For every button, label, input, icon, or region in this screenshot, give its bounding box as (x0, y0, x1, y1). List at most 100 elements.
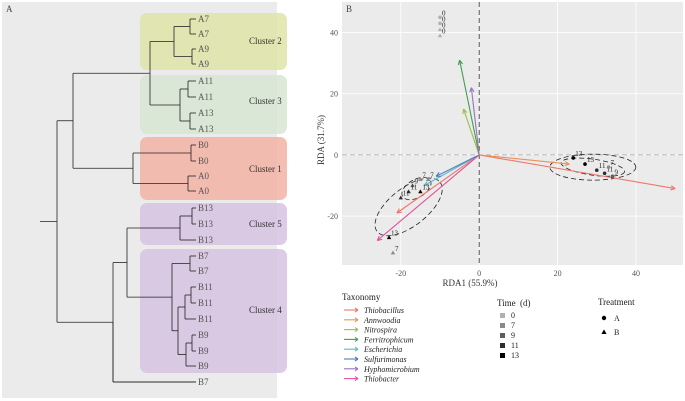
point-triangle (390, 250, 396, 255)
x-axis-title: RDA1 (55.9%) (443, 278, 498, 288)
leaf-label: A9 (198, 44, 209, 54)
leaf-label: B7 (198, 377, 209, 387)
cluster-label: Cluster 2 (249, 36, 282, 46)
treatment-legend: Treatment AB (598, 297, 635, 337)
arrow-shaft (470, 87, 480, 155)
taxonomy-legend-arrowhead (354, 336, 359, 342)
arrow-shaft (435, 154, 480, 177)
point-circle (583, 162, 587, 166)
taxonomy-legend: Taxonomy ThiobacillusAnnwoodiaNitrospira… (342, 292, 420, 384)
point-triangle (406, 189, 411, 194)
leaf-label: B13 (198, 219, 214, 229)
leaf-label: B0 (198, 156, 209, 166)
cluster-a-ellipse-inner (560, 157, 625, 177)
point-label: 7 (422, 171, 426, 179)
y-tick-label: -20 (327, 212, 338, 221)
taxonomy-legend-entry: Annwoodia (363, 316, 400, 325)
panel-b-plot-area (342, 2, 683, 265)
point-circle (606, 165, 611, 169)
leaf-label: B9 (198, 361, 209, 371)
panel-a-letter: A (6, 4, 13, 14)
taxonomy-legend-arrowhead (354, 376, 359, 382)
point-label: 11 (411, 184, 418, 192)
cluster-a-ellipse-outer (549, 153, 637, 181)
leaf-label: A11 (198, 92, 213, 102)
point-triangle (437, 27, 443, 32)
taxonomy-legend-arrowhead (354, 307, 359, 313)
taxonomy-legend-entry: Escherichia (363, 345, 402, 354)
cluster-boxes (140, 13, 287, 373)
point-label: 11 (599, 162, 606, 170)
panel-b-letter: B (346, 4, 352, 14)
treatment-legend-entry: B (614, 328, 619, 337)
x-tick-label: 20 (554, 269, 562, 278)
leaf-label: A11 (198, 76, 213, 86)
taxonomy-legend-arrowhead (354, 356, 359, 362)
leaf-label: A9 (198, 59, 209, 69)
leaf-label: A0 (198, 186, 209, 196)
cluster-box-2 (140, 75, 287, 134)
point-circle (438, 15, 442, 20)
taxonomy-legend-entry: Nitrospira (363, 326, 397, 335)
cluster-label: Cluster 5 (249, 219, 282, 229)
arrow-head (564, 160, 570, 167)
cluster-label: Cluster 3 (249, 96, 282, 106)
leaf-label: B13 (198, 235, 214, 245)
arrow-head (457, 59, 464, 66)
point-triangle (418, 189, 423, 194)
x-tick-label: 40 (632, 269, 640, 278)
rda-arrows (376, 59, 676, 242)
arrow-head (670, 185, 676, 191)
cluster-box-4 (140, 203, 287, 245)
time-legend-title: Time (497, 298, 516, 308)
arrow-head (462, 108, 468, 115)
point-label: 13 (575, 150, 583, 158)
point-label: 0 (442, 28, 446, 36)
x-tick-label: 0 (477, 269, 481, 278)
arrow-shaft (462, 108, 480, 156)
leaf-label: A13 (198, 108, 214, 118)
taxonomy-legend-arrowhead (354, 366, 359, 372)
time-legend-swatch (500, 333, 505, 338)
cluster-box-1 (140, 13, 287, 70)
point-triangle (437, 33, 443, 38)
y-tick-label: 40 (330, 29, 338, 38)
leaf-label: B11 (198, 282, 213, 292)
arrow-shaft (479, 154, 570, 165)
point-label: 11 (403, 190, 410, 198)
leaf-label: A7 (198, 29, 209, 39)
point-triangle (418, 177, 423, 181)
taxonomy-legend-entry: Ferritrophicum (363, 335, 414, 344)
point-circle (438, 21, 442, 26)
leaf-label: B9 (198, 346, 209, 356)
point-label: 0 (442, 22, 446, 30)
taxonomy-legend-entry: Thiobacillus (364, 306, 404, 315)
leaf-label: B7 (198, 266, 209, 276)
point-label: 0 (442, 15, 446, 23)
leaf-label: A0 (198, 171, 209, 181)
time-legend-swatch (500, 343, 505, 348)
taxonomy-legend-arrowhead (354, 346, 359, 352)
arrow-head (376, 235, 383, 242)
point-circle (594, 168, 599, 172)
y-tick-label: 0 (334, 151, 338, 160)
taxonomy-legend-arrowhead (354, 317, 359, 323)
arrow-shaft (376, 154, 480, 241)
time-legend-entry: 13 (511, 351, 519, 360)
point-label: 7 (395, 245, 399, 253)
point-circle (571, 156, 576, 160)
arrow-shaft (479, 154, 676, 190)
leaf-label: B11 (198, 314, 213, 324)
point-label: 9 (614, 168, 618, 176)
taxonomy-legend-entry: Hyphomicrobium (363, 365, 420, 374)
arrow-head (423, 181, 430, 187)
time-legend-entry: 9 (511, 331, 515, 340)
cluster-label: Cluster 4 (249, 305, 282, 315)
time-legend-unit: (d) (520, 298, 531, 308)
rda-axes: -20 0 20 40 -20 0 20 40 (327, 29, 640, 278)
leaf-label: B11 (198, 298, 213, 308)
taxonomy-legend-arrowhead (354, 327, 359, 333)
arrow-shaft (459, 59, 480, 156)
